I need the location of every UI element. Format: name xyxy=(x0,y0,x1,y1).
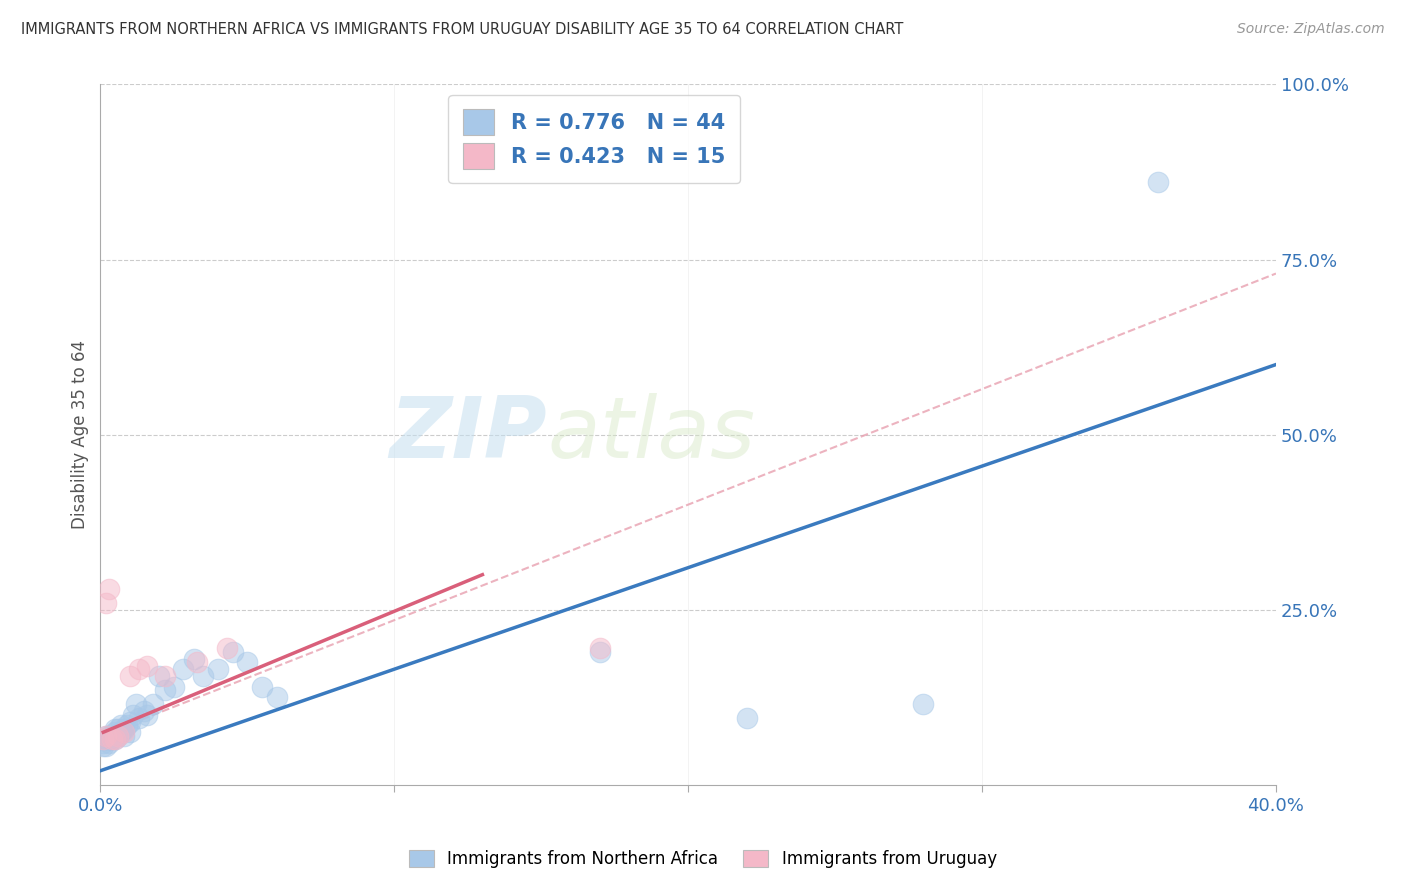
Point xyxy=(98,736,121,750)
Point xyxy=(1147,176,1170,190)
Legend: R = 0.776   N = 44, R = 0.423   N = 15: R = 0.776 N = 44, R = 0.423 N = 15 xyxy=(449,95,740,183)
Point xyxy=(266,690,288,705)
Point xyxy=(118,725,141,739)
Point xyxy=(107,729,129,743)
Point xyxy=(172,662,194,676)
Point xyxy=(112,725,135,739)
Point xyxy=(110,718,132,732)
Point xyxy=(221,645,243,659)
Point xyxy=(735,711,758,725)
Point xyxy=(148,669,170,683)
Point xyxy=(96,729,118,743)
Point xyxy=(136,707,159,722)
Point xyxy=(104,732,127,747)
Point xyxy=(128,711,150,725)
Point xyxy=(186,655,208,669)
Point xyxy=(101,732,124,747)
Point xyxy=(104,725,127,739)
Point xyxy=(193,669,215,683)
Point xyxy=(101,732,124,747)
Point xyxy=(96,732,118,747)
Point xyxy=(98,582,121,596)
Legend: Immigrants from Northern Africa, Immigrants from Uruguay: Immigrants from Northern Africa, Immigra… xyxy=(402,843,1004,875)
Point xyxy=(163,680,186,694)
Point xyxy=(110,725,132,739)
Text: Source: ZipAtlas.com: Source: ZipAtlas.com xyxy=(1237,22,1385,37)
Point xyxy=(107,729,129,743)
Point xyxy=(118,714,141,729)
Point xyxy=(153,683,176,698)
Point xyxy=(104,732,127,747)
Point xyxy=(121,707,143,722)
Point xyxy=(112,722,135,736)
Point xyxy=(153,669,176,683)
Point xyxy=(98,729,121,743)
Text: atlas: atlas xyxy=(547,393,755,476)
Point xyxy=(183,651,205,665)
Point xyxy=(96,729,118,743)
Point xyxy=(101,729,124,743)
Point xyxy=(250,680,273,694)
Point xyxy=(112,729,135,743)
Point xyxy=(912,697,935,711)
Point xyxy=(104,722,127,736)
Point xyxy=(91,739,114,754)
Point xyxy=(215,641,238,656)
Point xyxy=(115,718,138,732)
Point xyxy=(589,645,612,659)
Point xyxy=(142,697,165,711)
Text: ZIP: ZIP xyxy=(389,393,547,476)
Y-axis label: Disability Age 35 to 64: Disability Age 35 to 64 xyxy=(72,340,89,529)
Point xyxy=(207,662,229,676)
Point xyxy=(128,662,150,676)
Point xyxy=(98,732,121,747)
Point xyxy=(118,669,141,683)
Point xyxy=(91,732,114,747)
Point xyxy=(91,736,114,750)
Point xyxy=(134,704,156,718)
Point xyxy=(107,722,129,736)
Point xyxy=(589,641,612,656)
Text: IMMIGRANTS FROM NORTHERN AFRICA VS IMMIGRANTS FROM URUGUAY DISABILITY AGE 35 TO : IMMIGRANTS FROM NORTHERN AFRICA VS IMMIG… xyxy=(21,22,904,37)
Point xyxy=(98,732,121,747)
Point xyxy=(136,658,159,673)
Point xyxy=(96,739,118,754)
Point xyxy=(96,596,118,610)
Point xyxy=(124,697,146,711)
Point xyxy=(236,655,259,669)
